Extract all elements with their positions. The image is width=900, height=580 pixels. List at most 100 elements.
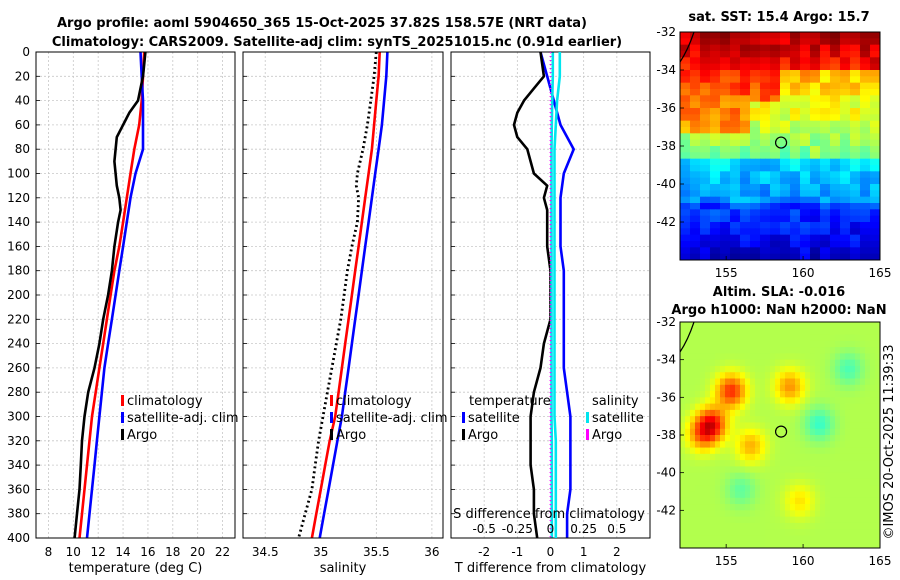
map-cell bbox=[815, 384, 821, 392]
map-cell bbox=[695, 384, 701, 392]
map-cell bbox=[790, 215, 796, 223]
map-cell bbox=[835, 120, 841, 128]
map-cell bbox=[685, 171, 691, 179]
map-cell bbox=[715, 95, 721, 103]
map-cell bbox=[815, 365, 821, 373]
map-cell bbox=[725, 535, 731, 543]
map-cell bbox=[710, 529, 716, 536]
map-cell bbox=[870, 247, 876, 255]
map-y-tick-label: -32 bbox=[656, 315, 676, 329]
map-cell bbox=[745, 441, 751, 449]
map-cell bbox=[785, 203, 791, 210]
map-cell bbox=[710, 253, 716, 261]
map-cell bbox=[760, 108, 766, 115]
map-cell bbox=[845, 353, 851, 361]
map-cell bbox=[810, 347, 816, 354]
map-cell bbox=[805, 89, 811, 96]
map-cell bbox=[770, 38, 776, 46]
map-cell bbox=[705, 44, 711, 52]
map-cell bbox=[815, 120, 821, 128]
map-cell bbox=[705, 253, 711, 261]
map-cell bbox=[730, 491, 736, 499]
map-cell bbox=[805, 403, 811, 411]
map-cell bbox=[785, 478, 791, 486]
map-cell bbox=[730, 63, 736, 71]
map-cell bbox=[810, 334, 816, 342]
map-cell bbox=[825, 38, 831, 46]
map-cell bbox=[875, 391, 881, 398]
map-cell bbox=[750, 82, 756, 90]
map-cell bbox=[810, 322, 816, 329]
map-cell bbox=[765, 184, 771, 191]
map-cell bbox=[800, 133, 806, 141]
map-cell bbox=[745, 340, 751, 348]
map-cell bbox=[680, 322, 686, 329]
map-cell bbox=[780, 541, 786, 549]
map-cell bbox=[875, 76, 881, 84]
map-cell bbox=[700, 209, 706, 217]
map-cell bbox=[810, 190, 816, 198]
map-cell bbox=[875, 44, 881, 52]
map-cell bbox=[730, 108, 736, 115]
map-cell bbox=[755, 353, 761, 361]
map-cell bbox=[805, 190, 811, 198]
map-cell bbox=[865, 32, 871, 39]
map-cell bbox=[850, 504, 856, 511]
map-cell bbox=[710, 504, 716, 511]
map-cell bbox=[795, 51, 801, 58]
map-cell bbox=[690, 535, 696, 543]
map-cell bbox=[850, 422, 856, 430]
map-cell bbox=[845, 510, 851, 518]
map-cell bbox=[700, 222, 706, 229]
map-cell bbox=[760, 504, 766, 511]
map-cell bbox=[720, 171, 726, 179]
map-cell bbox=[690, 347, 696, 354]
map-cell bbox=[750, 529, 756, 536]
map-cell bbox=[790, 101, 796, 109]
map-cell bbox=[840, 397, 846, 405]
map-cell bbox=[770, 478, 776, 486]
map-cell bbox=[695, 328, 701, 336]
map-cell bbox=[830, 165, 836, 172]
map-cell bbox=[730, 203, 736, 210]
map-cell bbox=[715, 322, 721, 329]
map-cell bbox=[730, 171, 736, 179]
map-cell bbox=[705, 322, 711, 329]
map-cell bbox=[805, 32, 811, 39]
map-cell bbox=[695, 158, 701, 166]
map-cell bbox=[825, 365, 831, 373]
map-cell bbox=[870, 165, 876, 172]
legend-swatch bbox=[586, 429, 589, 440]
map-cell bbox=[750, 535, 756, 543]
map-cell bbox=[840, 57, 846, 65]
map-cell bbox=[715, 114, 721, 122]
map-cell bbox=[840, 466, 846, 474]
map-cell bbox=[715, 504, 721, 511]
map-cell bbox=[840, 491, 846, 499]
map-cell bbox=[825, 359, 831, 367]
map-cell bbox=[680, 209, 686, 217]
map-cell bbox=[815, 234, 821, 242]
map-cell bbox=[720, 139, 726, 147]
map-cell bbox=[790, 428, 796, 436]
map-cell bbox=[800, 32, 806, 39]
map-cell bbox=[860, 247, 866, 255]
map-cell bbox=[780, 491, 786, 499]
map-cell bbox=[845, 491, 851, 499]
map-cell bbox=[850, 70, 856, 77]
y-tick-label: 100 bbox=[7, 167, 30, 181]
map-cell bbox=[865, 177, 871, 185]
map-cell bbox=[800, 466, 806, 474]
map-cell bbox=[680, 70, 686, 77]
map-cell bbox=[705, 70, 711, 77]
map-cell bbox=[860, 453, 866, 461]
map-cell bbox=[810, 447, 816, 455]
map-cell bbox=[820, 416, 826, 423]
map-cell bbox=[780, 146, 786, 153]
map-cell bbox=[750, 422, 756, 430]
map-cell bbox=[740, 428, 746, 436]
map-cell bbox=[725, 340, 731, 348]
legend-label: Argo bbox=[592, 428, 622, 443]
map-cell bbox=[865, 228, 871, 236]
map-cell bbox=[845, 222, 851, 229]
